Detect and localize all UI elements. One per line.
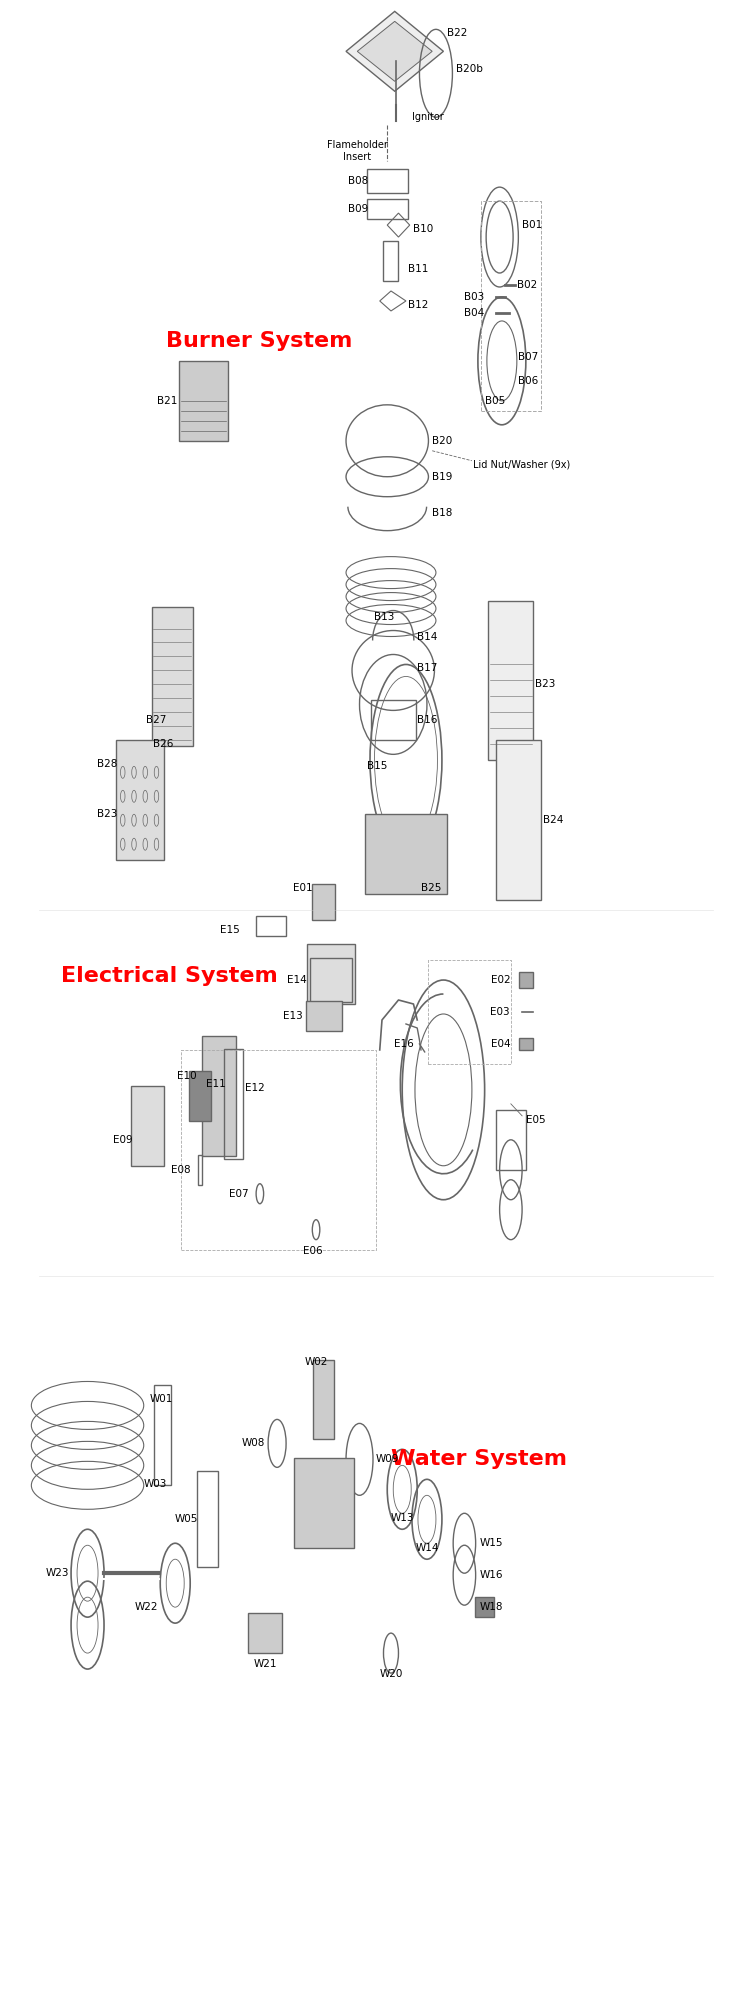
Text: E06: E06 xyxy=(302,1246,322,1256)
Text: E15: E15 xyxy=(220,926,240,936)
Bar xyxy=(313,1360,334,1440)
Text: W23: W23 xyxy=(45,1568,69,1578)
Text: Lid Nut/Washer (9x): Lid Nut/Washer (9x) xyxy=(474,460,571,470)
Bar xyxy=(367,200,408,220)
Bar xyxy=(197,1472,218,1568)
Text: Burner System: Burner System xyxy=(166,330,353,350)
Text: B16: B16 xyxy=(417,716,438,726)
Text: B14: B14 xyxy=(417,632,438,642)
Bar xyxy=(202,1036,235,1156)
Text: B02: B02 xyxy=(517,280,537,290)
Text: Water System: Water System xyxy=(391,1450,567,1470)
Text: Ignitor: Ignitor xyxy=(412,112,444,122)
Text: W05: W05 xyxy=(174,1514,198,1524)
Text: E02: E02 xyxy=(491,976,511,986)
Bar xyxy=(116,740,165,860)
Text: W15: W15 xyxy=(479,1538,503,1548)
Text: Electrical System: Electrical System xyxy=(62,966,278,986)
Text: W14: W14 xyxy=(415,1544,438,1554)
Text: E01: E01 xyxy=(293,884,312,894)
Text: W16: W16 xyxy=(479,1570,503,1580)
Bar xyxy=(367,170,408,194)
Text: B21: B21 xyxy=(157,396,177,406)
Text: B07: B07 xyxy=(518,352,538,362)
Text: B20b: B20b xyxy=(456,64,483,74)
Bar xyxy=(224,1048,243,1158)
Bar xyxy=(496,740,541,900)
Bar xyxy=(154,1386,171,1486)
Bar xyxy=(152,606,193,746)
Text: W03: W03 xyxy=(144,1480,167,1490)
Text: W22: W22 xyxy=(135,1602,158,1612)
Bar xyxy=(496,1110,526,1170)
Polygon shape xyxy=(357,22,432,82)
Text: B23: B23 xyxy=(97,810,117,820)
Text: B09: B09 xyxy=(348,204,368,214)
Text: E09: E09 xyxy=(113,1134,132,1144)
Text: B04: B04 xyxy=(465,308,484,318)
Text: B03: B03 xyxy=(465,292,484,302)
Bar xyxy=(293,1458,353,1548)
Text: W13: W13 xyxy=(390,1514,414,1524)
Text: E11: E11 xyxy=(206,1078,226,1088)
Text: E13: E13 xyxy=(283,1010,302,1020)
Text: E07: E07 xyxy=(229,1188,249,1198)
Text: W21: W21 xyxy=(253,1660,277,1670)
Text: E16: E16 xyxy=(394,1038,414,1048)
Text: B20: B20 xyxy=(432,436,453,446)
Text: B24: B24 xyxy=(543,816,563,826)
Text: B28: B28 xyxy=(97,760,117,770)
Text: E08: E08 xyxy=(171,1164,190,1174)
Text: W20: W20 xyxy=(379,1670,402,1680)
Text: E05: E05 xyxy=(526,1114,545,1124)
Text: Flameholder
Insert: Flameholder Insert xyxy=(327,140,388,162)
Text: W18: W18 xyxy=(479,1602,503,1612)
Bar xyxy=(256,916,286,936)
Text: W09: W09 xyxy=(376,1454,399,1464)
Text: B06: B06 xyxy=(518,376,538,386)
Bar xyxy=(519,1038,532,1050)
Text: B05: B05 xyxy=(484,396,505,406)
Text: B08: B08 xyxy=(348,176,368,186)
Bar xyxy=(305,1000,341,1030)
Text: B13: B13 xyxy=(374,612,395,622)
Bar xyxy=(307,944,356,1004)
Bar xyxy=(311,958,352,1002)
Text: B23: B23 xyxy=(535,680,555,690)
Bar xyxy=(475,1598,494,1618)
Bar xyxy=(384,242,399,280)
Text: B11: B11 xyxy=(408,264,429,274)
Text: W08: W08 xyxy=(241,1438,265,1448)
Text: B22: B22 xyxy=(447,28,468,38)
Text: B26: B26 xyxy=(153,740,174,750)
Bar xyxy=(131,1086,165,1166)
Text: W02: W02 xyxy=(305,1358,328,1368)
Bar xyxy=(198,1154,202,1184)
Text: B18: B18 xyxy=(432,508,453,518)
Bar xyxy=(312,884,335,920)
Text: B19: B19 xyxy=(432,472,453,482)
Bar xyxy=(371,700,416,740)
Text: W01: W01 xyxy=(150,1394,173,1404)
Bar xyxy=(189,1070,211,1120)
Text: E03: E03 xyxy=(490,1006,509,1016)
Bar xyxy=(179,360,228,440)
Text: B10: B10 xyxy=(414,224,434,234)
Text: B15: B15 xyxy=(367,762,387,772)
Bar xyxy=(248,1614,282,1654)
Text: E14: E14 xyxy=(287,976,307,986)
Text: E12: E12 xyxy=(245,1082,265,1092)
Polygon shape xyxy=(346,12,444,92)
Text: B25: B25 xyxy=(421,884,441,894)
Bar xyxy=(519,972,532,988)
Text: B27: B27 xyxy=(146,716,166,726)
Text: B12: B12 xyxy=(408,300,429,310)
Bar xyxy=(365,814,447,894)
Text: B01: B01 xyxy=(522,220,542,230)
Text: E04: E04 xyxy=(491,1038,511,1048)
Text: E10: E10 xyxy=(177,1070,196,1080)
Bar xyxy=(488,600,533,760)
Text: B17: B17 xyxy=(417,664,438,674)
